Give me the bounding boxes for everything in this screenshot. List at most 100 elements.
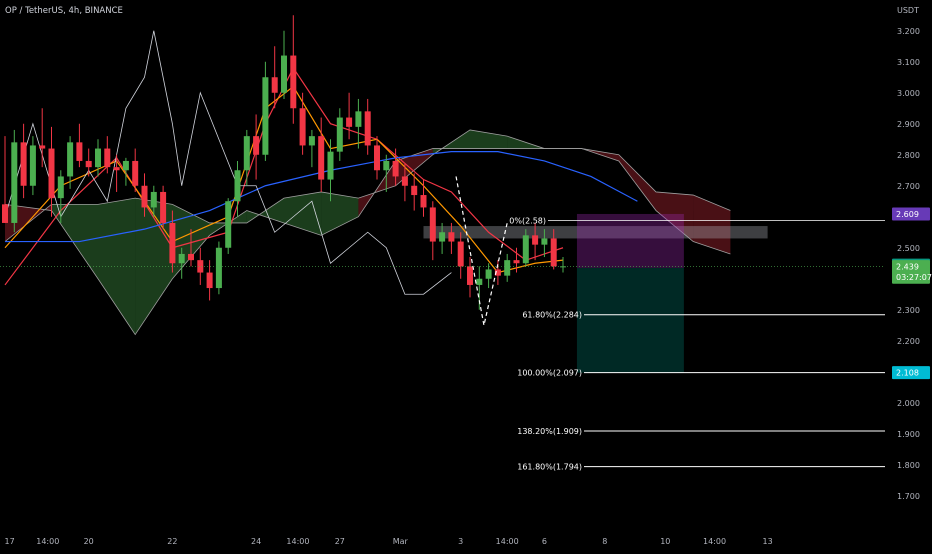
candle-body[interactable] bbox=[383, 160, 390, 171]
candle-body[interactable] bbox=[448, 232, 455, 242]
candle-body[interactable] bbox=[476, 278, 483, 285]
candle-body[interactable] bbox=[169, 222, 176, 264]
price-badge[interactable] bbox=[892, 207, 930, 221]
candle-body[interactable] bbox=[215, 247, 222, 289]
position-target-zone[interactable] bbox=[576, 267, 684, 373]
y-tick-label: 1.900 bbox=[897, 430, 920, 439]
candle-body[interactable] bbox=[262, 77, 269, 155]
candle-body[interactable] bbox=[355, 111, 362, 127]
candle-body[interactable] bbox=[318, 136, 325, 180]
candle-body[interactable] bbox=[206, 272, 213, 289]
x-tick-label: 22 bbox=[167, 537, 177, 546]
candle-body[interactable] bbox=[85, 160, 92, 168]
candle-body[interactable] bbox=[48, 148, 55, 199]
candle-body[interactable] bbox=[11, 142, 18, 223]
position-stop-zone[interactable] bbox=[576, 213, 684, 268]
candle-body[interactable] bbox=[522, 235, 529, 264]
x-tick-label: 14:00 bbox=[286, 537, 309, 546]
y-tick-label: 3.200 bbox=[897, 27, 920, 36]
candle-body[interactable] bbox=[485, 269, 492, 279]
fib-label-top: 0%(2.58) bbox=[509, 216, 546, 225]
candle-body[interactable] bbox=[150, 191, 157, 208]
y-tick-label: 2.300 bbox=[897, 306, 920, 315]
candle-body[interactable] bbox=[299, 108, 306, 146]
x-tick-label: 14:00 bbox=[36, 537, 59, 546]
candle-body[interactable] bbox=[541, 238, 548, 245]
candle-body[interactable] bbox=[411, 185, 418, 196]
candle-body[interactable] bbox=[29, 145, 36, 186]
chart-title: OP / TetherUS, 4h, BINANCE bbox=[5, 6, 123, 16]
price-badge[interactable] bbox=[892, 260, 930, 274]
candle-body[interactable] bbox=[188, 253, 194, 261]
candle-body[interactable] bbox=[2, 204, 8, 223]
candle-body[interactable] bbox=[336, 117, 343, 152]
candle-body[interactable] bbox=[253, 136, 260, 155]
candle-body[interactable] bbox=[95, 148, 101, 168]
price-badge[interactable] bbox=[892, 270, 930, 284]
series-line-ma-blue bbox=[5, 151, 638, 243]
resistance-zone[interactable] bbox=[423, 226, 768, 239]
fib-level-label: 138.20%(1.909) bbox=[517, 427, 582, 436]
y-tick-label: 2.700 bbox=[897, 182, 920, 191]
y-tick-label: 2.800 bbox=[897, 151, 920, 160]
x-tick-label: 14:00 bbox=[496, 537, 519, 546]
candle-body[interactable] bbox=[76, 142, 83, 161]
cloud-span-b-line bbox=[4, 148, 731, 336]
y-tick-label: 3.000 bbox=[897, 89, 920, 98]
candle-body[interactable] bbox=[20, 142, 27, 186]
candle-body[interactable] bbox=[420, 195, 427, 208]
candle-body[interactable] bbox=[243, 136, 250, 171]
candle-body[interactable] bbox=[429, 207, 436, 242]
candle-body[interactable] bbox=[132, 160, 139, 186]
candle-body[interactable] bbox=[560, 266, 566, 268]
candle-body[interactable] bbox=[225, 201, 232, 248]
candle-body[interactable] bbox=[364, 111, 371, 146]
candle-body[interactable] bbox=[392, 160, 399, 177]
y-tick-label: 1.800 bbox=[897, 461, 920, 470]
candle-body[interactable] bbox=[271, 77, 278, 93]
y-tick-label: 2.500 bbox=[897, 244, 920, 253]
candle-body[interactable] bbox=[346, 117, 353, 127]
cloud-segment bbox=[284, 191, 322, 236]
candle-body[interactable] bbox=[401, 176, 408, 186]
fib-level-label: 161.80%(1.794) bbox=[517, 463, 582, 472]
candle-body[interactable] bbox=[494, 269, 501, 276]
x-tick-label: 14:00 bbox=[703, 537, 726, 546]
candle-body[interactable] bbox=[104, 148, 111, 168]
candle-body[interactable] bbox=[160, 191, 167, 223]
candle-body[interactable] bbox=[504, 260, 511, 276]
cloud-segment bbox=[618, 154, 656, 211]
cloud-segment bbox=[656, 191, 694, 242]
y-tick-label: 2.900 bbox=[897, 120, 920, 129]
candle-body[interactable] bbox=[457, 241, 464, 267]
x-tick-label: Mar bbox=[393, 537, 409, 546]
candle-body[interactable] bbox=[234, 170, 241, 202]
candle-body[interactable] bbox=[197, 260, 204, 273]
candle-body[interactable] bbox=[550, 238, 557, 267]
candle-body[interactable] bbox=[439, 232, 446, 242]
x-tick-label: 13 bbox=[763, 537, 773, 546]
price-badge[interactable] bbox=[892, 366, 930, 380]
candle-body[interactable] bbox=[308, 136, 315, 146]
candle-body[interactable] bbox=[57, 176, 64, 199]
y-tick-label: 2.200 bbox=[897, 337, 920, 346]
x-tick-label: 10 bbox=[660, 537, 670, 546]
cloud-segment bbox=[693, 195, 731, 254]
candle-body[interactable] bbox=[374, 145, 380, 171]
candle-body[interactable] bbox=[39, 145, 46, 149]
candle-body[interactable] bbox=[532, 235, 539, 245]
candle-body[interactable] bbox=[141, 185, 148, 208]
candle-body[interactable] bbox=[67, 142, 74, 177]
x-tick-label: 20 bbox=[84, 537, 94, 546]
candle-body[interactable] bbox=[178, 253, 185, 264]
candle-body[interactable] bbox=[281, 55, 287, 93]
candle-body[interactable] bbox=[327, 151, 334, 180]
candle-body[interactable] bbox=[113, 167, 120, 171]
fib-zigzag[interactable] bbox=[455, 176, 508, 326]
candle-body[interactable] bbox=[290, 55, 297, 109]
candle-body[interactable] bbox=[122, 160, 129, 171]
candle-body[interactable] bbox=[467, 266, 473, 285]
candle-body[interactable] bbox=[513, 260, 520, 264]
